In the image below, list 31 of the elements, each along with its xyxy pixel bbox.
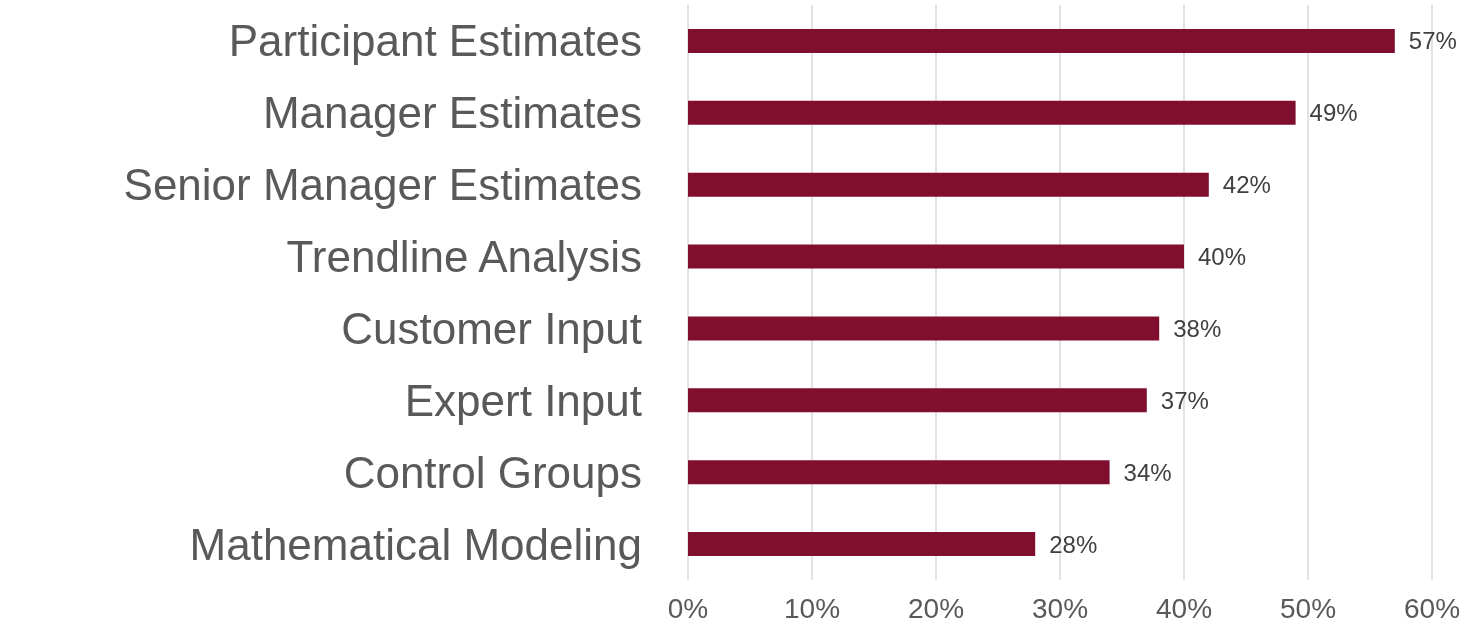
y-tick-label: Customer Input	[341, 303, 642, 353]
y-tick-label: Expert Input	[404, 375, 642, 425]
x-tick-label: 60%	[1403, 592, 1461, 624]
y-tick-label: Control Groups	[343, 447, 642, 497]
bar	[688, 172, 1209, 197]
y-tick-label: Senior Manager Estimates	[123, 160, 642, 210]
x-tick-label: 30%	[1031, 592, 1089, 624]
x-tick-label: 40%	[1155, 592, 1213, 624]
bar	[688, 100, 1296, 125]
bar	[688, 28, 1395, 53]
bar	[688, 388, 1147, 413]
x-tick-label: 20%	[907, 592, 965, 624]
data-label: 40%	[1198, 243, 1247, 271]
bar	[688, 460, 1110, 485]
y-tick-label: Trendline Analysis	[286, 232, 642, 282]
y-tick-label: Manager Estimates	[262, 88, 642, 138]
bar	[688, 532, 1036, 557]
x-tick-label: 50%	[1279, 592, 1337, 624]
data-label: 37%	[1160, 386, 1209, 414]
y-tick-label: Mathematical Modeling	[189, 519, 642, 569]
data-label: 57%	[1408, 27, 1457, 55]
data-label: 28%	[1049, 530, 1098, 558]
bar	[688, 244, 1184, 269]
data-label: 38%	[1173, 314, 1222, 342]
data-label: 34%	[1123, 458, 1172, 486]
y-tick-label: Participant Estimates	[228, 16, 642, 66]
data-label: 42%	[1222, 171, 1271, 199]
data-label: 49%	[1309, 99, 1358, 127]
x-tick-label: 10%	[783, 592, 841, 624]
x-tick-label: 0%	[667, 592, 709, 624]
bar	[688, 316, 1160, 341]
